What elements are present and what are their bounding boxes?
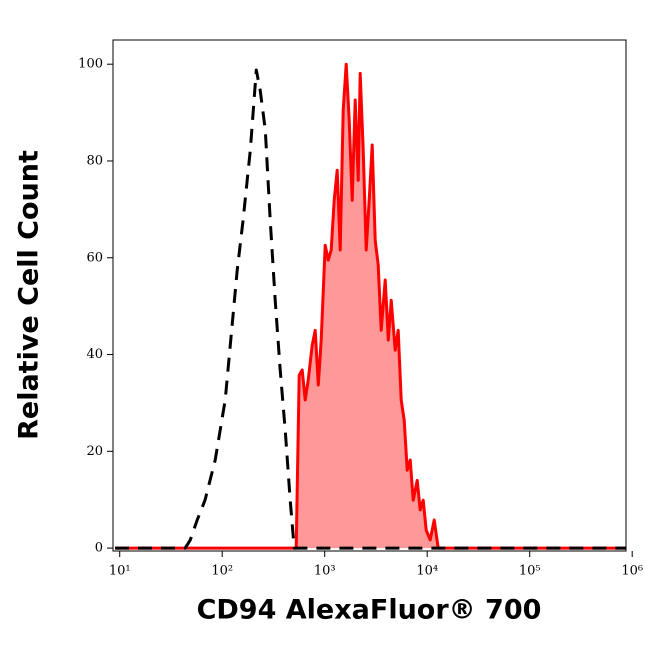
histogram-line bbox=[115, 62, 626, 550]
y-tick-label: 80 bbox=[86, 153, 103, 168]
y-axis-title: Relative Cell Count bbox=[14, 150, 45, 440]
y-tick-label: 60 bbox=[86, 250, 103, 265]
area-fill bbox=[115, 64, 626, 549]
x-axis-title: CD94 AlexaFluor® 700 bbox=[197, 595, 542, 626]
x-tick-label: 10⁴ bbox=[416, 564, 438, 579]
y-tick-label: 100 bbox=[78, 57, 103, 72]
y-tick-label: 0 bbox=[95, 541, 103, 556]
x-tick-label: 10³ bbox=[314, 564, 336, 579]
x-tick-label: 10¹ bbox=[109, 564, 131, 579]
x-tick-label: 10² bbox=[211, 564, 233, 579]
x-tick-label: 10⁵ bbox=[519, 564, 541, 579]
y-tick-label: 40 bbox=[86, 347, 103, 362]
plot-frame bbox=[112, 39, 627, 552]
histogram-line bbox=[115, 68, 626, 550]
x-tick-label: 10⁶ bbox=[621, 564, 643, 579]
y-tick-label: 20 bbox=[86, 444, 103, 459]
